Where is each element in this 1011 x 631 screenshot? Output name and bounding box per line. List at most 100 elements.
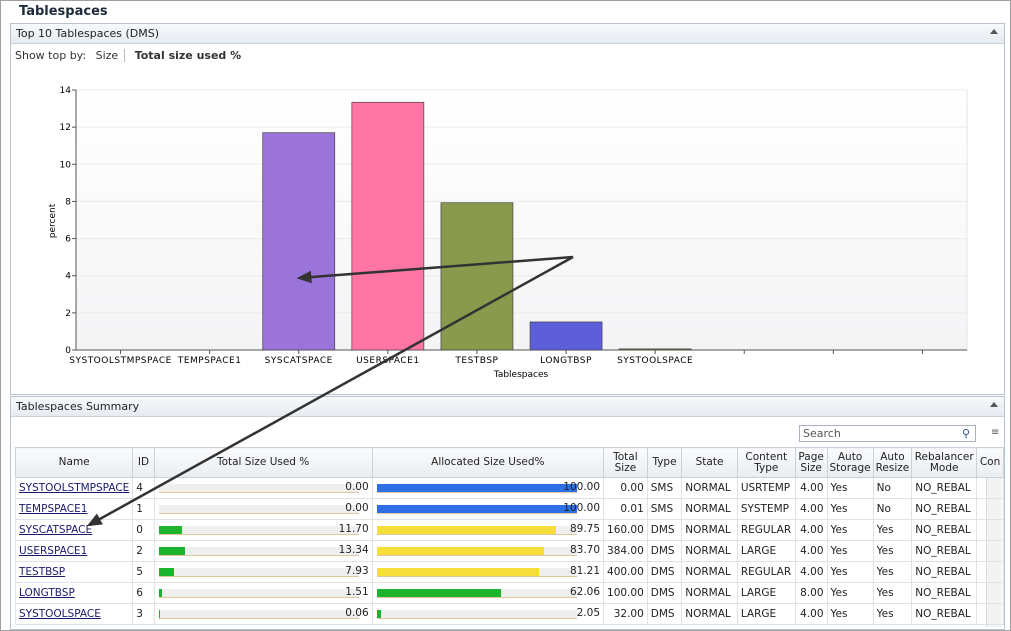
x-tick-label: SYSCATSPACE [265, 356, 333, 366]
bar-track [158, 568, 359, 577]
collapse-button[interactable] [990, 29, 998, 34]
y-tick-label: 4 [65, 272, 71, 282]
cell: 13.34 [153, 540, 373, 562]
table-row[interactable]: SYSTOOLSPACE 3 0.06 2.05 32.00 DMS NORMAL LARGE… [14, 603, 1004, 625]
x-tick-label: USERSPACE1 [356, 356, 420, 366]
y-tick-label: 12 [60, 123, 71, 133]
cell: 6 [132, 582, 155, 604]
cell [976, 603, 1004, 625]
panel-header: Top 10 Tablespaces (DMS) [11, 24, 1004, 44]
column-header[interactable]: Rebalancer Mode [911, 447, 978, 478]
column-chooser[interactable]: ≡ [991, 427, 1000, 438]
show-by: Show top by: Size Total size used % [15, 49, 241, 62]
bar-track [158, 526, 359, 535]
bar-track [158, 610, 359, 619]
bar-value: 0.06 [345, 607, 369, 619]
tablespace-link[interactable]: USERSPACE1 [19, 545, 88, 557]
cell: Yes [826, 561, 874, 583]
cell: 83.70 [371, 540, 605, 562]
search-box[interactable]: Search ⚲ [799, 425, 976, 442]
cell: LONGTBSP [14, 582, 134, 604]
search-icon[interactable]: ⚲ [961, 427, 970, 440]
cell: NO_REBAL [911, 498, 978, 520]
progress-bar [158, 589, 162, 597]
table-row[interactable]: TESTBSP 5 7.93 81.21 400.00 DMS NORMAL REGULAR 4… [14, 561, 1004, 583]
cell: Yes [826, 603, 874, 625]
column-header[interactable]: Total Size [603, 447, 648, 478]
column-header[interactable]: State [681, 447, 738, 478]
option-size[interactable]: Size [95, 49, 126, 62]
column-header[interactable]: Type [646, 447, 683, 478]
cell: Yes [826, 477, 874, 499]
cell: 0.06 [153, 603, 373, 625]
x-tick-label: TESTBSP [454, 356, 498, 366]
bar-track [376, 589, 577, 598]
x-axis-label: Tablespaces [493, 370, 549, 380]
cell: SYSTOOLSPACE [14, 603, 134, 625]
bar-track [376, 610, 577, 619]
progress-bar [376, 568, 540, 576]
tablespace-link[interactable]: TESTBSP [19, 566, 66, 578]
y-tick-label: 8 [65, 197, 71, 207]
cell: 2.05 [371, 603, 605, 625]
tablespace-link[interactable]: SYSCATSPACE [19, 524, 93, 536]
cell: NO_REBAL [911, 603, 978, 625]
cell: 160.00 [603, 519, 648, 541]
bar-value: 62.06 [569, 586, 601, 598]
progress-bar [376, 589, 501, 597]
bar-track [376, 526, 577, 535]
tablespace-link[interactable]: LONGTBSP [19, 587, 75, 599]
table-row[interactable]: LONGTBSP 6 1.51 62.06 100.00 DMS NORMAL LARGE 8.… [14, 582, 1004, 604]
cell: 4.00 [794, 519, 828, 541]
bar-value: 81.21 [569, 565, 601, 577]
bar-value: 7.93 [345, 565, 369, 577]
column-header[interactable]: Auto Storage [826, 447, 874, 478]
cell: SMS [646, 498, 683, 520]
option-used[interactable]: Total size used % [134, 49, 242, 62]
column-header[interactable]: Con [976, 447, 1004, 478]
cell: 62.06 [371, 582, 605, 604]
tablespace-link[interactable]: TEMPSPACE1 [19, 503, 88, 515]
bar [351, 101, 425, 351]
cell: SYSTEMP [736, 498, 796, 520]
bar-value: 2.05 [576, 607, 601, 619]
progress-bar [158, 547, 186, 555]
bar [618, 348, 692, 351]
tablespace-link[interactable]: SYSTOOLSPACE [19, 608, 101, 620]
table-row[interactable]: USERSPACE1 2 13.34 83.70 384.00 DMS NORMAL LARG… [14, 540, 1004, 562]
y-tick-label: 6 [65, 235, 71, 245]
progress-bar [376, 610, 381, 618]
collapse-button[interactable] [990, 402, 998, 407]
bar [529, 321, 603, 351]
cell: 384.00 [603, 540, 648, 562]
show-by-label: Show top by: [15, 49, 87, 62]
bar-track [376, 568, 577, 577]
search-placeholder: Search [803, 427, 841, 440]
bar-track [376, 547, 577, 556]
bar [262, 132, 336, 351]
cell: LARGE [736, 603, 796, 625]
y-tick-label: 10 [60, 160, 72, 170]
cell: 3 [132, 603, 155, 625]
bar-track [158, 547, 359, 556]
cell: NORMAL [681, 519, 738, 541]
bar-value: 1.51 [345, 586, 369, 598]
x-tick-label: LONGTBSP [540, 356, 592, 366]
cell: LARGE [736, 540, 796, 562]
y-tick-label: 14 [60, 86, 72, 96]
panel-title: Top 10 Tablespaces (DMS) [16, 27, 160, 40]
y-axis-label: percent [48, 203, 58, 238]
bar-track [158, 589, 359, 598]
bar [440, 202, 514, 351]
cell: 400.00 [603, 561, 648, 583]
page-title: Tablespaces [19, 4, 108, 19]
cell: 32.00 [603, 603, 648, 625]
cell: NORMAL [681, 498, 738, 520]
bar-value: 83.70 [569, 544, 601, 556]
x-tick-label: TEMPSPACE1 [177, 356, 242, 366]
y-tick-label: 0 [65, 346, 71, 356]
bar-value: 89.75 [569, 523, 601, 535]
progress-bar [158, 568, 175, 576]
column-header[interactable]: Page Size [794, 447, 828, 478]
